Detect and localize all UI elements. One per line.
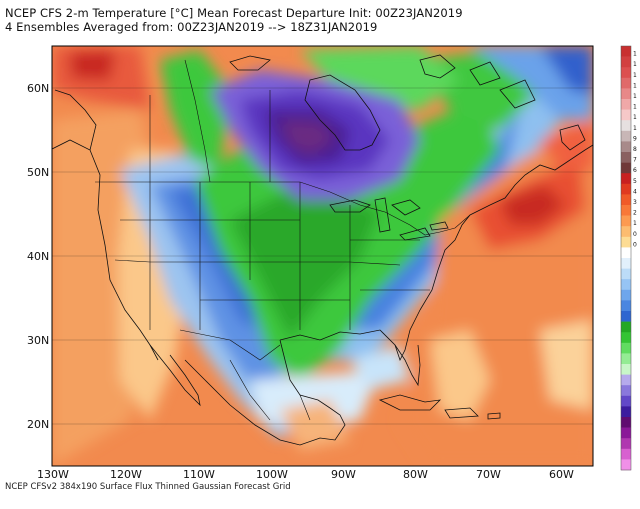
colorbar-label: 9 xyxy=(633,135,637,142)
colorbar-label: 1 xyxy=(633,114,637,121)
lon-label: 90W xyxy=(331,468,356,481)
colorbar-swatch xyxy=(621,300,631,312)
colorbar-swatch xyxy=(621,173,631,185)
colorbar-swatch xyxy=(621,109,631,121)
colorbar-swatch xyxy=(621,385,631,397)
lon-label: 60W xyxy=(549,468,574,481)
colorbar-swatch xyxy=(621,194,631,206)
map-footer: NCEP CFSv2 384x190 Surface Flux Thinned … xyxy=(5,482,291,492)
colorbar-swatch xyxy=(621,120,631,132)
colorbar-swatch xyxy=(621,162,631,174)
colorbar-label: 1 xyxy=(633,72,637,79)
colorbar-label: 0 xyxy=(633,231,637,238)
colorbar: 1 1 1 1 1 1 1 1 9 8 7 6 5 4 3 2 1 0 0 xyxy=(620,45,637,471)
colorbar-swatch xyxy=(621,236,631,248)
colorbar-label: 4 xyxy=(633,188,637,195)
lon-label: 110W xyxy=(183,468,215,481)
colorbar-label: 1 xyxy=(633,220,637,227)
colorbar-swatch xyxy=(621,99,631,110)
colorbar-label: 1 xyxy=(633,125,637,132)
colorbar-label: 1 xyxy=(633,61,637,68)
colorbar-swatch xyxy=(621,46,631,57)
colorbar-swatch xyxy=(621,215,631,227)
colorbar-swatch xyxy=(621,342,631,354)
colorbar-frame xyxy=(620,45,632,471)
lon-label: 100W xyxy=(256,468,288,481)
lon-label: 120W xyxy=(110,468,142,481)
colorbar-swatch xyxy=(621,395,631,407)
colorbar-swatch xyxy=(621,279,631,291)
colorbar-swatch xyxy=(621,152,631,163)
lat-label: 20N xyxy=(27,418,49,431)
lat-label: 50N xyxy=(27,166,49,179)
colorbar-label: 1 xyxy=(633,104,637,111)
colorbar-swatch xyxy=(621,332,631,344)
lon-axis: 130W 120W 110W 100W 90W 80W 70W 60W xyxy=(37,468,574,481)
lat-label: 30N xyxy=(27,334,49,347)
colorbar-swatch xyxy=(621,183,631,195)
lat-label: 60N xyxy=(27,82,49,95)
colorbar-label: 1 xyxy=(633,51,637,58)
colorbar-label: 6 xyxy=(633,167,637,174)
anomaly-field xyxy=(52,46,593,466)
colorbar-label: 3 xyxy=(633,199,637,206)
colorbar-swatch xyxy=(621,141,631,153)
colorbar-swatch xyxy=(621,205,631,216)
colorbar-swatch xyxy=(621,67,631,79)
map-title: NCEP CFS 2-m Temperature [°C] Mean Forec… xyxy=(5,6,463,20)
colorbar-swatch xyxy=(621,77,631,89)
colorbar-swatch xyxy=(621,374,631,386)
colorbar-swatch xyxy=(621,56,631,68)
colorbar-label: 7 xyxy=(633,157,637,164)
colorbar-swatch xyxy=(621,406,631,418)
colorbar-label: 5 xyxy=(633,178,637,185)
colorbar-swatch xyxy=(621,88,631,100)
colorbar-swatch xyxy=(621,289,631,301)
colorbar-swatch xyxy=(621,311,631,322)
map-frame xyxy=(51,45,594,467)
lat-label: 40N xyxy=(27,250,49,263)
colorbar-swatch xyxy=(621,438,631,450)
colorbar-swatch xyxy=(621,321,631,333)
colorbar-label: 1 xyxy=(633,93,637,100)
colorbar-swatch xyxy=(621,226,631,238)
lon-label: 130W xyxy=(37,468,69,481)
colorbar-swatch xyxy=(621,459,631,471)
lon-label: 70W xyxy=(476,468,501,481)
colorbar-swatch xyxy=(621,364,631,375)
colorbar-label: 0 xyxy=(633,241,637,248)
boundaries xyxy=(95,59,471,421)
colorbar-label: 2 xyxy=(633,210,637,217)
colorbar-swatch xyxy=(621,427,631,439)
map-subtitle: 4 Ensembles Averaged from: 00Z23JAN2019 … xyxy=(5,20,378,34)
colorbar-swatch xyxy=(621,353,631,365)
colorbar-swatch xyxy=(621,448,631,460)
colorbar-swatch xyxy=(621,247,631,259)
map-lines xyxy=(52,54,593,446)
lon-label: 80W xyxy=(403,468,428,481)
colorbar-label: 8 xyxy=(633,146,637,153)
colorbar-label: 1 xyxy=(633,82,637,89)
colorbar-swatch xyxy=(621,130,631,142)
colorbar-swatch xyxy=(621,417,631,428)
colorbar-swatch xyxy=(621,268,631,280)
colorbar-swatch xyxy=(621,258,631,269)
lat-axis: 60N 50N 40N 30N 20N xyxy=(27,82,49,431)
